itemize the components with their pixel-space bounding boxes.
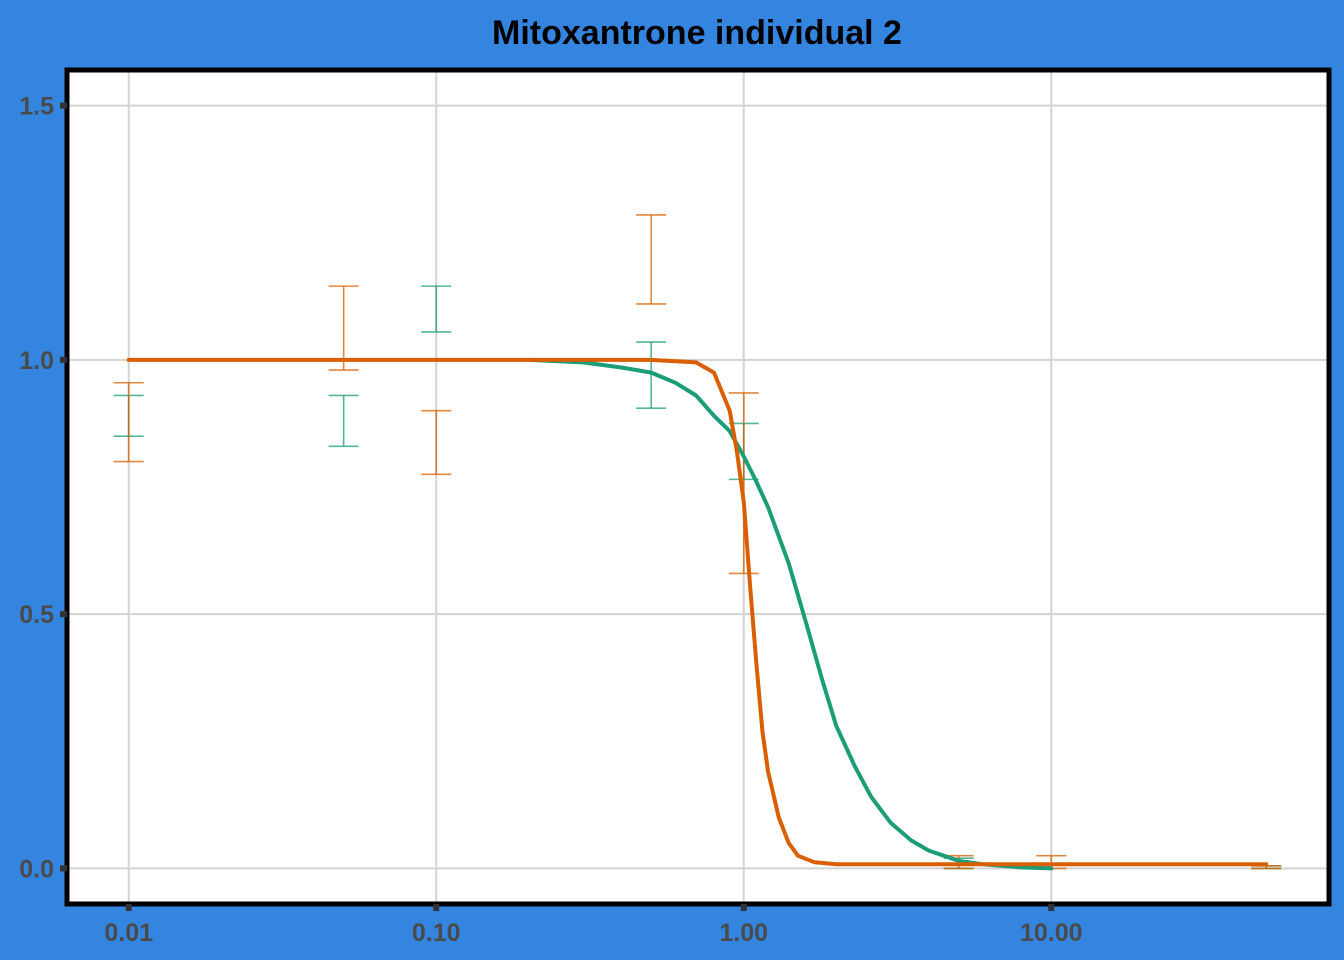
x-tick-label: 0.01 (104, 919, 153, 947)
plot-border (64, 67, 1332, 907)
y-tick-label: 0.0 (19, 855, 54, 883)
chart-title: Mitoxantrone individual 2 (492, 14, 902, 52)
y-tick-label: 1.5 (19, 93, 54, 121)
fitted-curves (126, 357, 1269, 871)
plot-panel (67, 70, 1329, 904)
x-tick-label: 10.00 (1020, 919, 1083, 947)
fit-curve-line (126, 357, 1269, 867)
error-bar-group (113, 214, 1282, 870)
fit-curve-line (526, 357, 1054, 871)
y-tick-label: 0.5 (19, 601, 54, 629)
error-bars (113, 214, 1282, 870)
x-tick-label: 1.00 (719, 919, 768, 947)
axis-ticks: 0.01 0.10 1.00 10.00 0.0 0.5 1.0 1.5 (19, 93, 1082, 947)
y-tick-label: 1.0 (19, 347, 54, 375)
x-tick-label: 0.10 (412, 919, 461, 947)
